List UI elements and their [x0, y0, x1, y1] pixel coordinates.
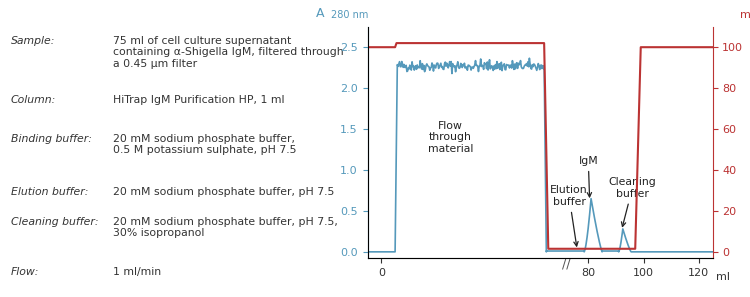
Text: Binding buffer:: Binding buffer:	[10, 134, 92, 144]
Text: Elution
buffer: Elution buffer	[550, 185, 588, 246]
Text: IgM: IgM	[578, 156, 598, 197]
Text: Cleaning
buffer: Cleaning buffer	[608, 177, 656, 227]
Text: 1 ml/min: 1 ml/min	[112, 267, 161, 277]
Text: mS/cm: mS/cm	[740, 10, 750, 20]
Text: Flow:: Flow:	[10, 267, 39, 277]
X-axis label: ml: ml	[716, 272, 730, 282]
Text: 20 mM sodium phosphate buffer,
0.5 M potassium sulphate, pH 7.5: 20 mM sodium phosphate buffer, 0.5 M pot…	[112, 134, 296, 155]
Text: 75 ml of cell culture supernatant
containing α-Shigella IgM, filtered through
a : 75 ml of cell culture supernatant contai…	[112, 36, 344, 69]
Text: A: A	[316, 7, 324, 20]
Text: 20 mM sodium phosphate buffer, pH 7.5,
30% isopropanol: 20 mM sodium phosphate buffer, pH 7.5, 3…	[112, 217, 338, 238]
Text: //: //	[562, 257, 571, 271]
Text: 20 mM sodium phosphate buffer, pH 7.5: 20 mM sodium phosphate buffer, pH 7.5	[112, 187, 334, 197]
Text: Cleaning buffer:: Cleaning buffer:	[10, 217, 98, 227]
Text: HiTrap IgM Purification HP, 1 ml: HiTrap IgM Purification HP, 1 ml	[112, 95, 284, 105]
Text: 280 nm: 280 nm	[332, 10, 369, 20]
Text: Flow
through
material: Flow through material	[427, 121, 473, 154]
Text: Column:: Column:	[10, 95, 56, 105]
Text: Sample:: Sample:	[10, 36, 55, 46]
Text: Elution buffer:: Elution buffer:	[10, 187, 88, 197]
